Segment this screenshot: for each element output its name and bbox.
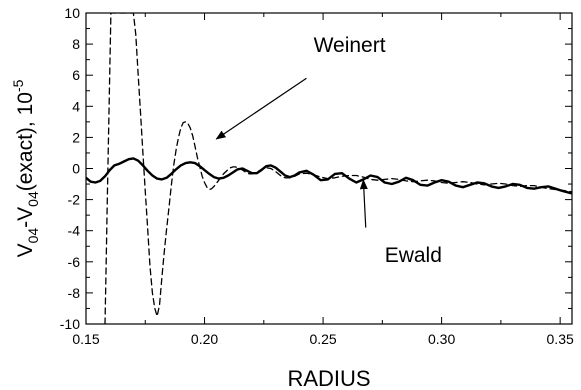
y-tick-label: 10: [64, 5, 80, 21]
y-tick-label: 4: [72, 98, 80, 114]
x-tick-label: 0.20: [191, 331, 218, 347]
series-line-ewald: [86, 157, 572, 195]
annotation-arrow-ewald: [359, 179, 368, 228]
annotation-arrow-weinert: [215, 77, 307, 140]
annotation-label-ewald: Ewald: [385, 244, 442, 267]
y-tick-label: 0: [72, 161, 80, 177]
series-line-weinert: [104, 13, 572, 324]
x-axis-title: RADIUS: [287, 366, 370, 390]
y-tick-label: 6: [72, 67, 80, 83]
y-tick-label: -8: [68, 285, 81, 301]
x-tick-label: 0.30: [428, 331, 455, 347]
y-tick-label: -6: [68, 254, 81, 270]
y-tick-label: -10: [60, 316, 80, 332]
y-axis-title: V04-V04(exact), 10-5: [10, 79, 41, 257]
y-tick-label: -4: [68, 223, 81, 239]
y-tick-label: 8: [72, 36, 80, 52]
plot-frame: [85, 12, 573, 325]
x-tick-label: 0.35: [547, 331, 574, 347]
y-tick-label: -2: [68, 192, 81, 208]
annotation-label-weinert: Weinert: [314, 34, 386, 57]
y-tick-label: 2: [72, 129, 80, 145]
x-tick-label: 0.15: [72, 331, 99, 347]
x-tick-label: 0.25: [309, 331, 336, 347]
